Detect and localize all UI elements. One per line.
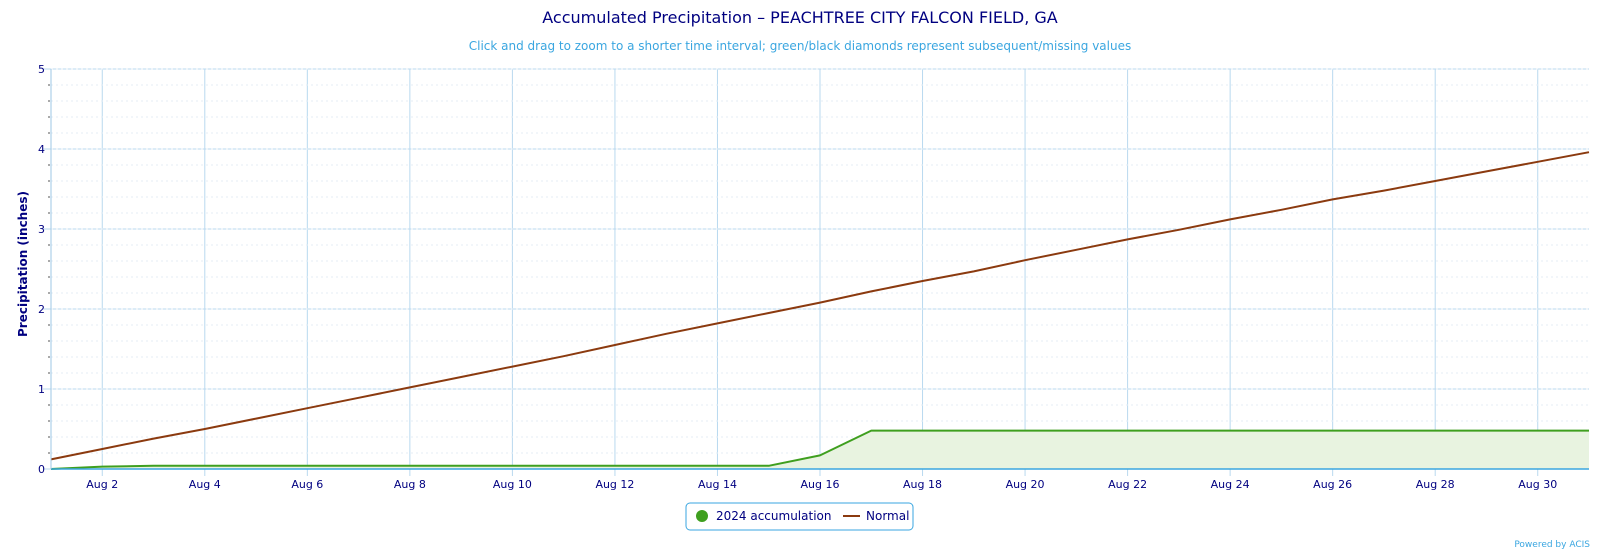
accumulation-area xyxy=(51,430,1589,469)
legend-box xyxy=(685,502,914,531)
chart-subtitle: Click and drag to zoom to a shorter time… xyxy=(469,39,1131,53)
x-tick-label: Aug 12 xyxy=(595,478,634,491)
y-tick-label: 2 xyxy=(38,303,45,316)
x-tick-label: Aug 30 xyxy=(1518,478,1557,491)
credit-link[interactable]: Powered by ACIS xyxy=(1514,540,1590,550)
x-tick-label: Aug 4 xyxy=(189,478,221,491)
legend-accumulation-marker xyxy=(696,510,708,522)
accumulation-area-fill xyxy=(51,430,1589,469)
grid xyxy=(51,68,1589,470)
x-tick-label: Aug 10 xyxy=(493,478,532,491)
x-axis: Aug 2 Aug 4 Aug 6 Aug 8 Aug 10 Aug 12 Aug 14 Au… xyxy=(51,468,1589,491)
series-lines xyxy=(50,151,1590,470)
x-tick-label: Aug 24 xyxy=(1211,478,1250,491)
y-tick-label: 4 xyxy=(38,143,45,156)
x-tick-label: Aug 14 xyxy=(698,478,737,491)
normal-line xyxy=(50,151,1590,461)
y-tick-label: 3 xyxy=(38,223,45,236)
legend[interactable]: 2024 accumulation Normal xyxy=(685,502,914,531)
x-tick-label: Aug 16 xyxy=(801,478,840,491)
y-tick-label: 5 xyxy=(38,63,45,76)
legend-item-normal[interactable]: Normal xyxy=(843,509,909,523)
x-tick-label: Aug 26 xyxy=(1313,478,1352,491)
x-tick-label: Aug 20 xyxy=(1006,478,1045,491)
x-tick-label: Aug 6 xyxy=(291,478,323,491)
legend-accumulation-label: 2024 accumulation xyxy=(716,509,831,523)
y-tick-label: 1 xyxy=(38,383,45,396)
chart-title: Accumulated Precipitation – PEACHTREE CI… xyxy=(542,8,1058,27)
y-axis-title: Precipitation (inches) xyxy=(16,191,30,337)
legend-normal-label: Normal xyxy=(866,509,909,523)
x-tick-label: Aug 18 xyxy=(903,478,942,491)
x-tick-label: Aug 2 xyxy=(86,478,118,491)
y-axis: 0 1 2 3 4 5 xyxy=(38,63,52,476)
y-tick-label: 0 xyxy=(38,463,45,476)
x-tick-label: Aug 8 xyxy=(394,478,426,491)
x-tick-label: Aug 22 xyxy=(1108,478,1147,491)
accumulation-line xyxy=(50,429,1589,470)
y-minor-ticks xyxy=(48,68,1589,470)
x-tick-label: Aug 28 xyxy=(1416,478,1455,491)
legend-item-accumulation[interactable]: 2024 accumulation xyxy=(696,509,831,523)
